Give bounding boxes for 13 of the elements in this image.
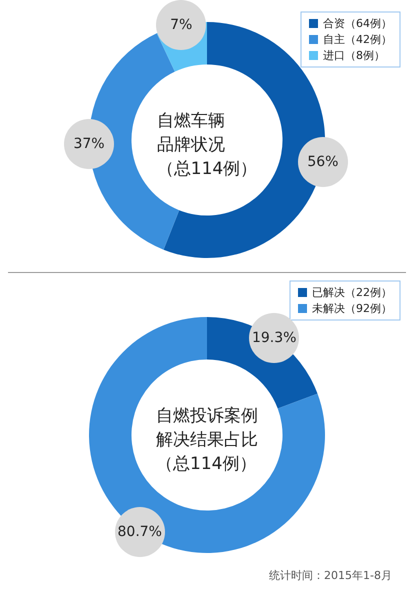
text: 自燃车辆品牌状况（总114例） — [156, 111, 258, 179]
data-label: 37% — [64, 118, 114, 169]
legend-label: 已解决（22例） — [312, 286, 392, 299]
legend-label: 进口（8例） — [323, 49, 386, 62]
legend-label: 自主（42例） — [323, 33, 392, 46]
text: 统计时间：2015年1-8月 — [269, 569, 392, 582]
data-label: 7% — [156, 0, 206, 50]
legend-label: 未解决（92例） — [312, 302, 392, 315]
data-label: 56% — [298, 137, 348, 188]
data-label: 19.3% — [249, 313, 300, 364]
legend-label: 合资（64例） — [323, 17, 392, 30]
data-label: 80.7% — [114, 506, 165, 557]
text: 自燃投诉案例解决结果占比（总114例） — [156, 406, 258, 474]
